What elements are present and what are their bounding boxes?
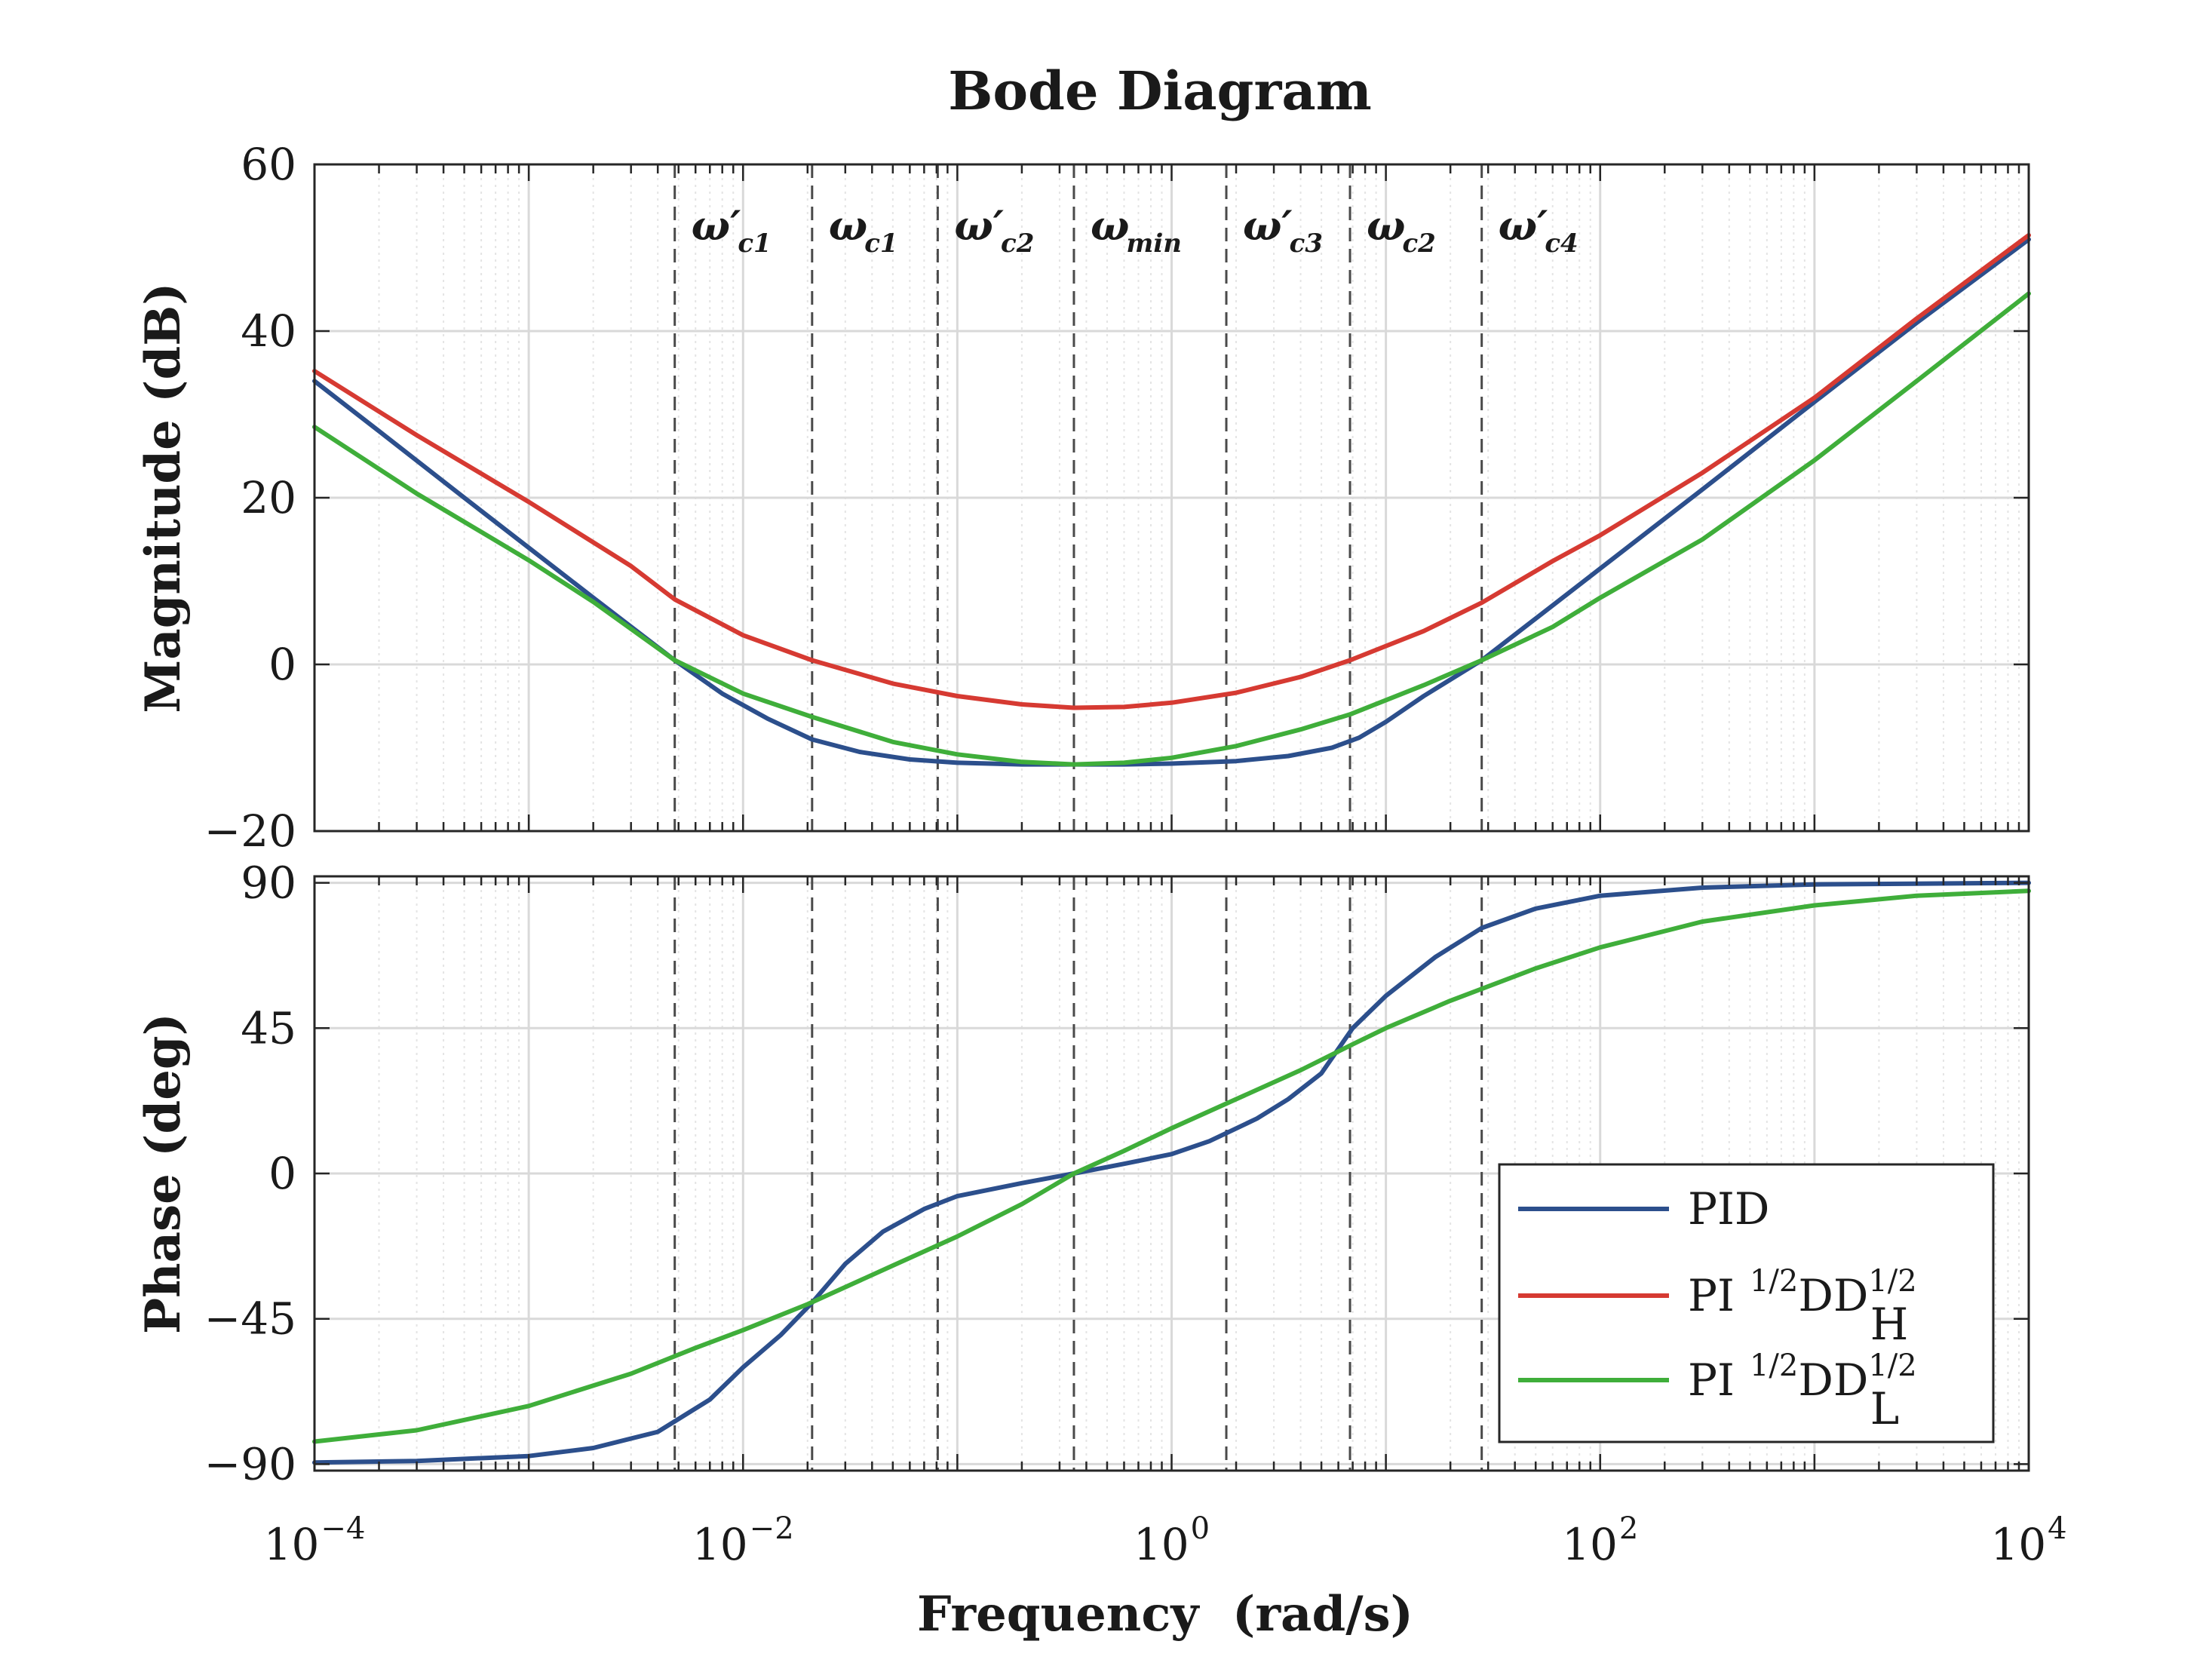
series-line — [312, 232, 2031, 710]
magnitude-tick-label: 0 — [268, 639, 296, 690]
crossover-label: ωc2 — [1367, 201, 1436, 259]
phase-tick-label: 90 — [241, 857, 296, 909]
magnitude-series — [312, 232, 2031, 767]
legend-label: PID — [1688, 1183, 1769, 1235]
magnitude-tick-label: 60 — [241, 139, 296, 190]
series-line — [312, 880, 2031, 1465]
frequency-x-label: Frequency (rad/s) — [917, 1586, 1413, 1643]
magnitude-y-label: Magnitude (dB) — [135, 282, 192, 713]
phase-tick-label: 0 — [268, 1148, 296, 1199]
axes-frames — [313, 163, 2030, 1472]
phase-tick-label: 45 — [241, 1002, 296, 1054]
frequency-tick-label: 10−2 — [692, 1511, 794, 1570]
phase-tick-label: −45 — [204, 1293, 296, 1345]
crossover-markers: ω′c1 ωc1 ω′c2 ωmin ω′c3 ωc2 ω′c4 — [673, 164, 1578, 1471]
legend-label: PI 1/2DD1/2 H — [1688, 1264, 1917, 1350]
magnitude-tick-label: −20 — [204, 805, 296, 857]
phase-tick-label: −90 — [204, 1438, 296, 1489]
magnitude-tick-label: 40 — [241, 305, 296, 357]
magnitude-grid — [314, 163, 2029, 833]
series-line — [312, 888, 2031, 1444]
series-line — [312, 291, 2031, 767]
phase-y-label: Phase (deg) — [135, 1013, 192, 1334]
chart-title: Bode Diagram — [948, 60, 1372, 122]
phase-series — [312, 880, 2031, 1465]
frequency-tick-label: 102 — [1562, 1511, 1638, 1570]
magnitude-tick-label: 20 — [241, 472, 296, 523]
